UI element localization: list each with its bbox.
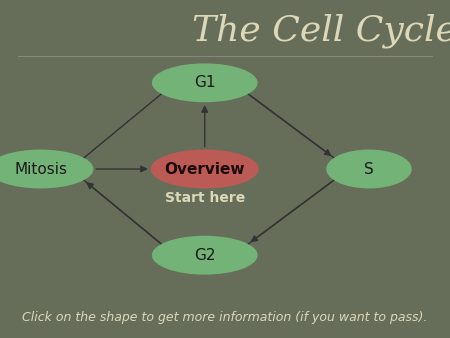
Text: The Cell Cycle: The Cell Cycle xyxy=(192,13,450,48)
Text: S: S xyxy=(364,162,374,176)
Text: Start here: Start here xyxy=(165,191,245,205)
Ellipse shape xyxy=(152,236,257,274)
Ellipse shape xyxy=(0,149,94,189)
Ellipse shape xyxy=(152,64,257,102)
Text: Mitosis: Mitosis xyxy=(14,162,67,176)
Text: G2: G2 xyxy=(194,248,216,263)
Text: Overview: Overview xyxy=(165,162,245,176)
Text: Click on the shape to get more information (if you want to pass).: Click on the shape to get more informati… xyxy=(22,311,427,324)
Ellipse shape xyxy=(151,149,259,189)
Ellipse shape xyxy=(326,149,412,189)
Text: G1: G1 xyxy=(194,75,216,90)
